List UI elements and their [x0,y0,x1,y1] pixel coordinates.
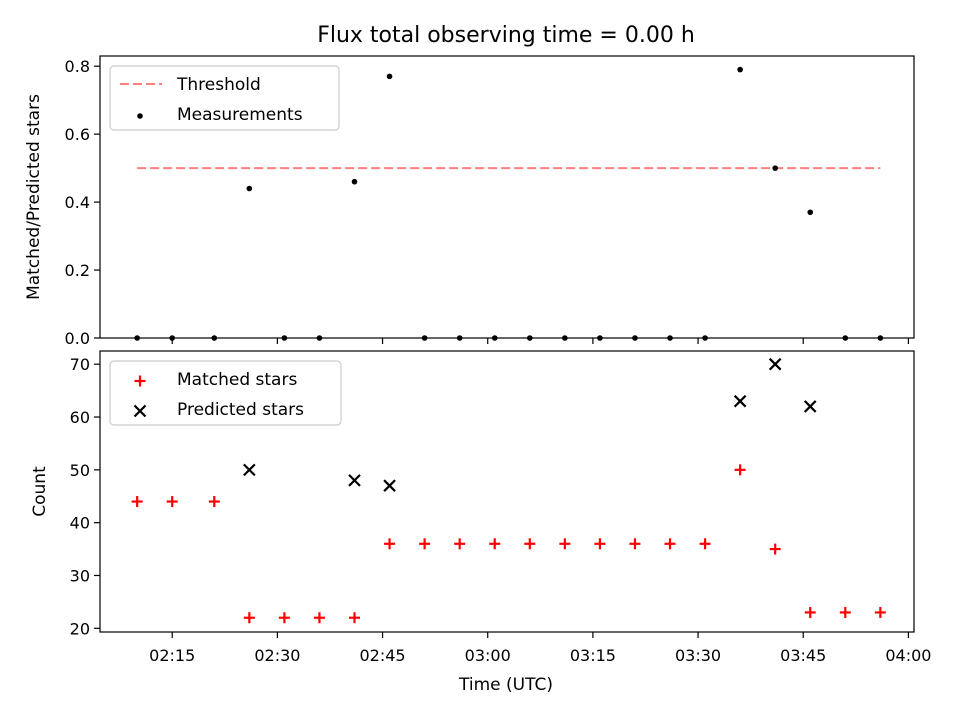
data-point-plus [804,606,816,618]
data-point-plus [278,612,290,624]
y-tick-label: 0.0 [65,329,90,348]
data-point-plus [419,538,431,550]
x-tick-label: 03:45 [780,646,826,665]
data-point-plus [489,538,501,550]
x-tick-label: 04:00 [885,646,931,665]
data-point-x [768,357,782,371]
data-point-plus [874,606,886,618]
legend-label: Predicted stars [177,400,304,420]
data-point-plus [734,464,746,476]
data-point-plus [839,606,851,618]
data-point-plus [454,538,466,550]
y-tick-label: 70 [70,355,90,374]
data-point-plus [699,538,711,550]
data-point-point [772,165,778,171]
legend-swatch-x [133,404,147,418]
y-tick-label: 0.2 [65,261,90,280]
data-point-x [803,400,817,413]
legend-label: Matched stars [177,370,297,390]
axes-frame [99,350,915,633]
x-tick-label: 02:45 [359,646,405,665]
legend-label: Threshold [176,75,261,95]
y-tick-label: 60 [70,408,90,427]
y-tick-label: 0.4 [65,193,90,212]
x-tick-label: 03:30 [675,646,721,665]
y-axis-label-ratio: Matched/Predicted stars [24,94,44,300]
legend-box [109,65,340,131]
y-tick-label: 40 [70,514,90,533]
data-point-plus [524,538,536,550]
chart-title: Flux total observing time = 0.00 h [317,23,695,48]
data-point-x [383,479,396,492]
data-point-x [733,394,747,408]
data-point-point [246,185,253,192]
y-tick-label: 0.8 [65,57,90,76]
data-point-plus [769,543,781,555]
data-point-plus [384,538,396,550]
x-tick-label: 02:15 [149,646,195,665]
y-tick-label: 0.6 [65,125,90,144]
data-point-plus [664,538,676,550]
data-point-plus [559,538,571,550]
legend-box [109,360,342,426]
legend-label: Measurements [177,105,303,125]
data-point-plus [629,538,641,550]
data-point-x [243,463,256,477]
x-tick-label: 03:15 [570,646,616,665]
data-point-plus [166,496,178,508]
legend-swatch-plus [134,375,146,387]
data-point-plus [313,612,325,624]
data-point-plus [208,496,220,508]
axes-frame [99,55,915,339]
data-point-point [386,73,393,80]
data-point-plus [349,612,361,624]
y-tick-label: 50 [70,461,90,480]
data-point-plus [131,496,143,508]
data-point-point [351,178,358,185]
data-point-point [807,209,814,216]
x-tick-label: 02:30 [254,646,300,665]
data-point-x [348,474,361,487]
legend-swatch-point [137,113,143,119]
data-point-plus [243,612,255,624]
y-axis-label-count: Count [30,466,50,517]
data-point-plus [594,538,606,550]
x-tick-label: 03:00 [465,646,511,665]
x-axis-label: Time (UTC) [458,675,553,695]
y-tick-label: 20 [70,619,90,638]
data-point-point [737,66,743,73]
y-tick-label: 30 [70,566,90,585]
